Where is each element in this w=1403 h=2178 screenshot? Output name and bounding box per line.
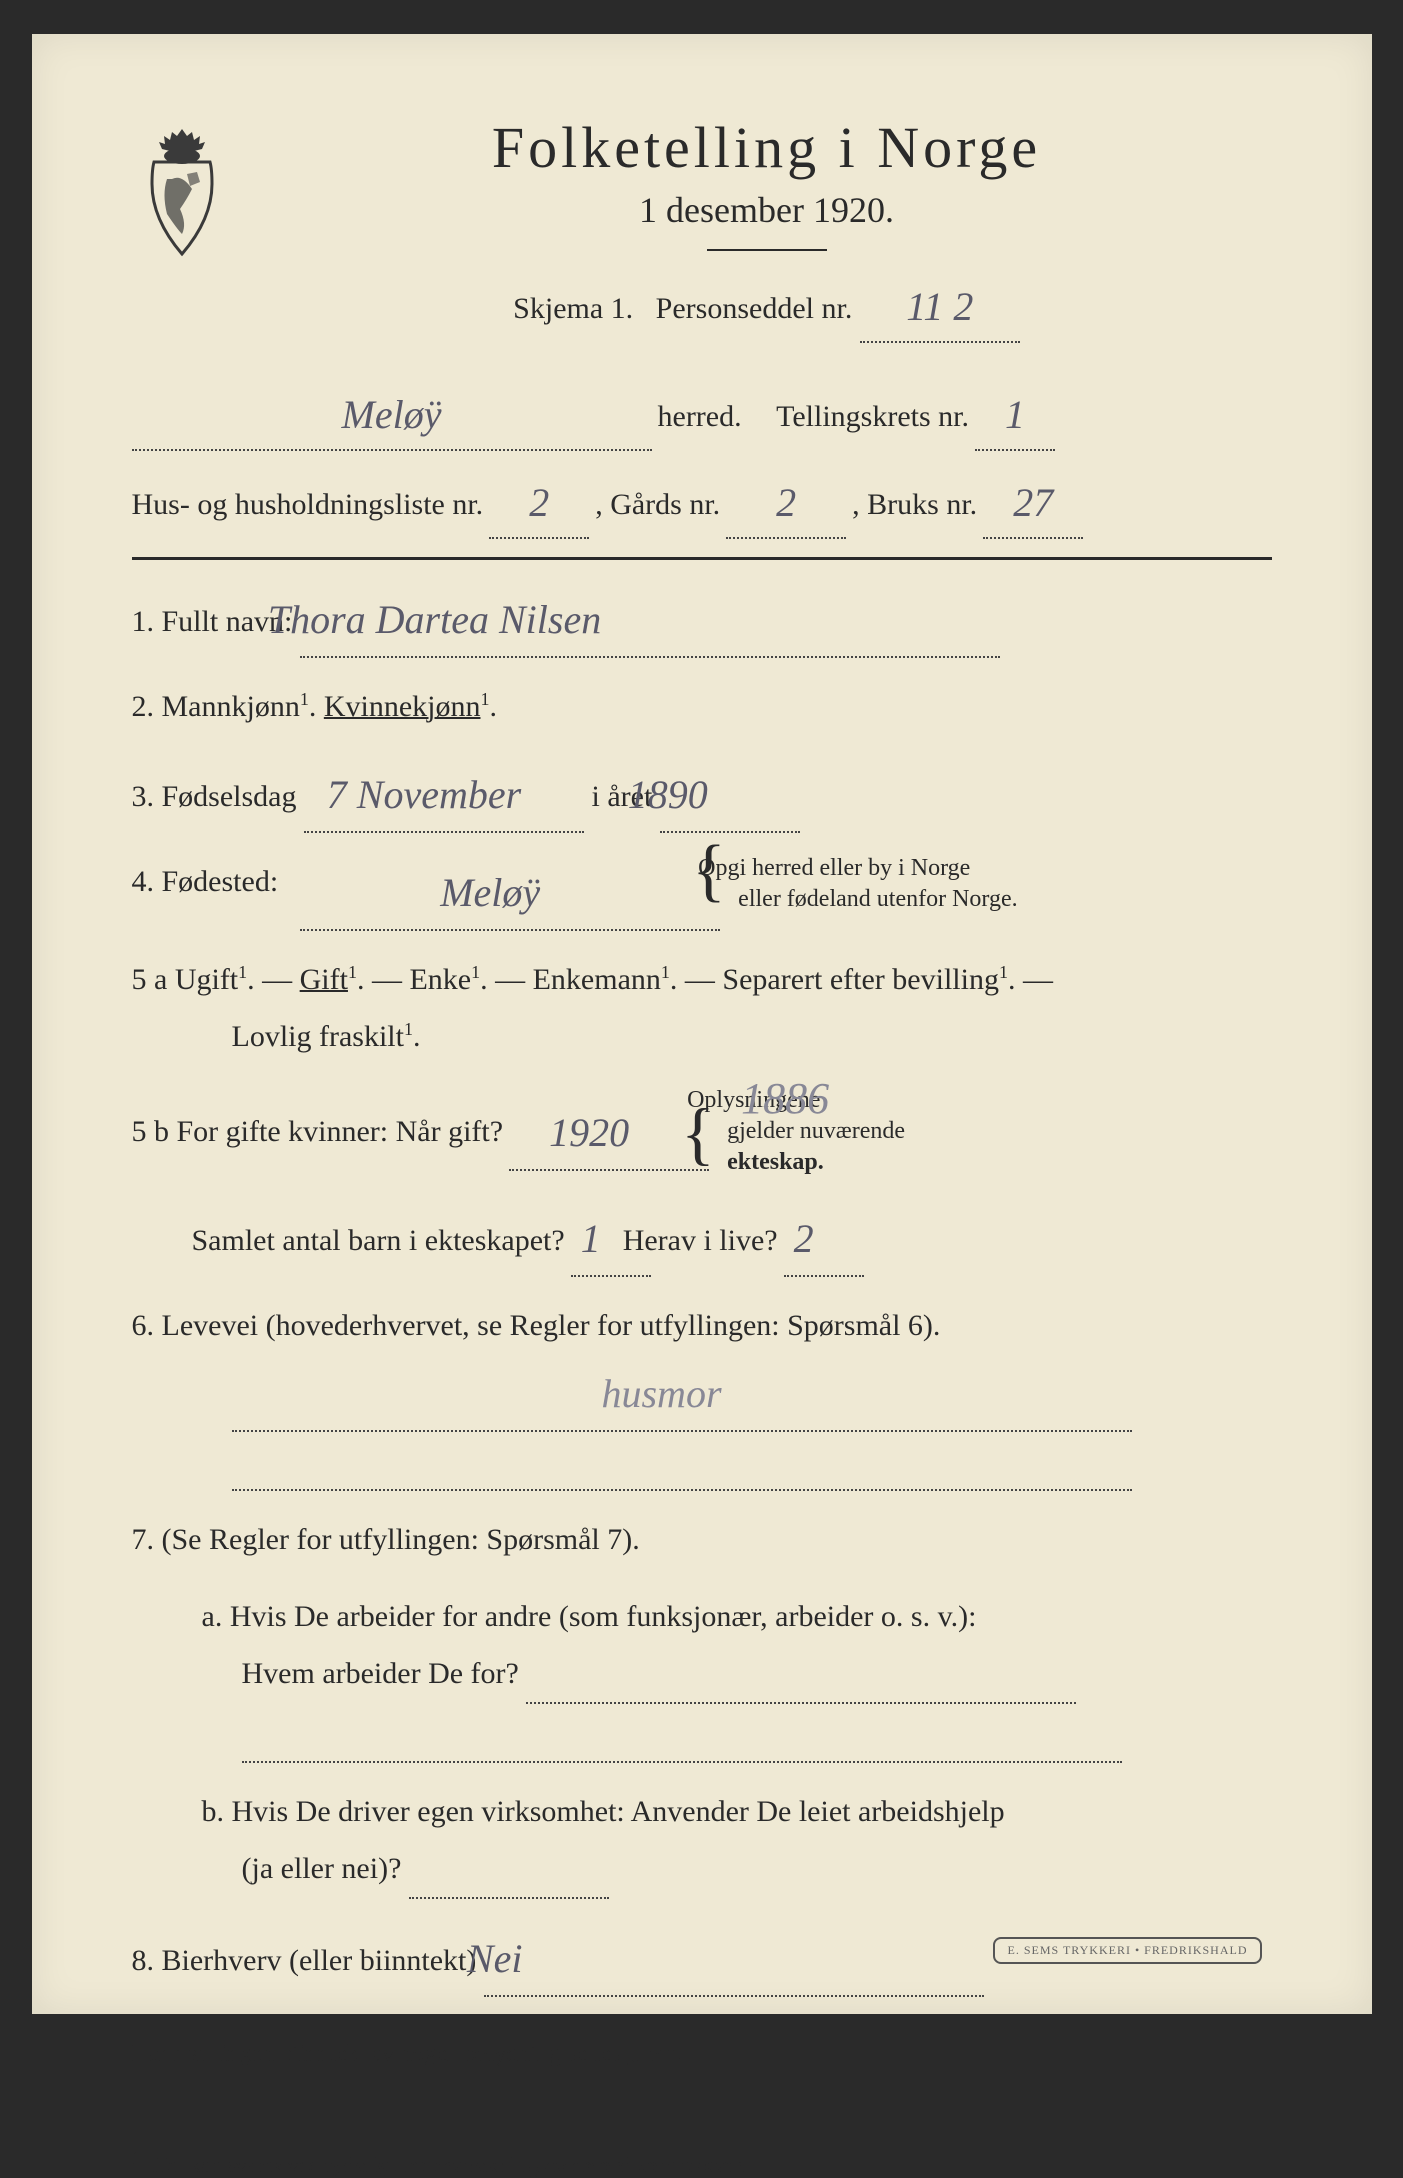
q5a-enke: Enke [409,963,471,996]
brace-icon-2: { [681,1096,715,1173]
q4-note: Opgi herred eller by i Norge eller fødel… [738,853,1017,915]
herred-value: Meløÿ [132,377,652,451]
tellingskrets-value: 1 [975,377,1055,451]
q2: 2. Mannkjønn1. Kvinnekjønn1. [132,678,1272,735]
q4: 4. Fødested: Meløÿ { Opgi herred eller b… [132,853,1272,931]
divider-top [132,557,1272,560]
q6: 6. Levevei (hovederhvervet, se Regler fo… [132,1297,1272,1491]
subtitle: 1 desember 1920. [262,189,1272,231]
form-number-line: Skjema 1. Personseddel nr. 11 2 [262,269,1272,343]
title-divider [707,249,827,251]
q7a: a. Hvis De arbeider for andre (som funks… [132,1588,1272,1763]
herred-line: Meløÿ herred. Tellingskrets nr. 1 [132,377,1272,451]
q3-label: 3. Fødselsdag [132,780,297,813]
q2-label: 2. Mannkjønn [132,690,300,723]
personseddel-label: Personseddel nr. [656,292,853,325]
personseddel-value: 11 2 [860,269,1020,343]
q5b: 5 b For gifte kvinner: Når gift? 1920 18… [132,1085,1272,1179]
q5b-live-label: Herav i live? [663,1212,778,1269]
q5a-lovlig: Lovlig fraskilt [232,1020,404,1053]
q4-label: 4. Fødested: [172,853,289,910]
q7-label: 7. (Se Regler for utfyllingen: Spørsmål … [132,1523,640,1556]
q5b-barn-value: 1 [571,1199,651,1277]
q7a-sub: Hvem arbeider De for? [242,1657,519,1690]
header: Folketelling i Norge 1 desember 1920. Sk… [132,114,1272,357]
footnote-bar [132,2116,332,2118]
herred-label: herred. [658,390,742,444]
q7b-blank [409,1840,609,1899]
divider-bottom [132,2017,1272,2019]
q7a-blank2 [242,1704,1122,1763]
q7: 7. (Se Regler for utfyllingen: Spørsmål … [132,1511,1272,1568]
q5a-ugift: 5 a Ugift [132,963,239,996]
q5b-label: 5 b For gifte kvinner: Når gift? [172,1103,504,1160]
bruks-label: , Bruks nr. [852,478,977,532]
form-body: Meløÿ herred. Tellingskrets nr. 1 Hus- o… [132,377,1272,2178]
tellingskrets-label: Tellingskrets nr. [776,390,969,444]
q6-value: husmor [232,1354,1132,1432]
q5b-barn-label: Samlet antal barn i ekteskapet? [232,1212,565,1269]
q5a-separert: Separert efter bevilling [722,963,999,996]
husliste-line: Hus- og husholdningsliste nr. 2 , Gårds … [132,465,1272,539]
q7a-blank [526,1645,1076,1704]
q3: 3. Fødselsdag 7 November i året 1890 [132,755,1272,833]
main-title: Folketelling i Norge [262,114,1272,181]
gards-value: 2 [726,465,846,539]
gards-label: , Gårds nr. [595,478,720,532]
q8-value: Nei [484,1919,984,1997]
husliste-label: Hus- og husholdningsliste nr. [132,478,484,532]
q7b: b. Hvis De driver egen virksomhet: Anven… [132,1783,1272,1899]
q5b-extra-year: 1886 [781,1057,829,1141]
title-block: Folketelling i Norge 1 desember 1920. Sk… [262,114,1272,357]
q7b-label: b. Hvis De driver egen virksomhet: Anven… [202,1795,1005,1828]
bruks-value: 27 [983,465,1083,539]
q7a-label: a. Hvis De arbeider for andre (som funks… [202,1600,977,1633]
q1-value: Thora Dartea Nilsen [300,580,1000,658]
q1: 1. Fullt navn: Thora Dartea Nilsen [132,580,1272,658]
q2-kvinne: Kvinnekjønn [324,690,481,723]
q5b-live-value: 2 [784,1199,864,1277]
q3-year: 1890 [660,755,800,833]
coat-of-arms-icon [132,124,232,264]
q3-day: 7 November [304,755,584,833]
q6-blank [232,1432,1132,1491]
q5a-gift: Gift [300,963,348,996]
footnote-text: Her kan svares ved tydelig understreknin… [152,2152,745,2177]
bottom-note: Har man ingen biinntekt av nogen betydni… [132,2033,1272,2076]
skjema-label: Skjema 1. [513,292,633,325]
q5a: 5 a Ugift1. — Gift1. — Enke1. — Enkemann… [132,951,1272,1065]
husliste-value: 2 [489,465,589,539]
q5b-barn: Samlet antal barn i ekteskapet? 1 Herav … [192,1199,1272,1277]
q4-value: Meløÿ [300,853,720,931]
census-form-page: Folketelling i Norge 1 desember 1920. Sk… [32,34,1372,2014]
footnote: 1 Her kan svares ved tydelig understrekn… [132,2148,1272,2178]
q8-label: 8. Bierhverv (eller biinntekt) [132,1944,477,1977]
printer-stamp: E. SEMS TRYKKERI • FREDRIKSHALD [993,1937,1261,1964]
q6-label: 6. Levevei (hovederhvervet, se Regler fo… [132,1309,941,1342]
q5b-year: 1920 [509,1093,709,1171]
q5a-enkemann: Enkemann [533,963,661,996]
